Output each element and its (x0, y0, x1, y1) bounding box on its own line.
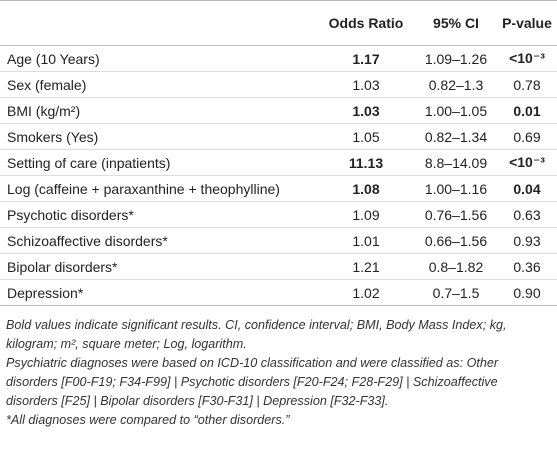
row-label: BMI (kg/m²) (0, 97, 317, 124)
cell: 1.00–1.05 (415, 97, 497, 124)
table-row: Psychotic disorders* 1.09 0.76–1.56 0.63 (0, 201, 557, 228)
cell: 0.76–1.56 (415, 201, 497, 228)
results-table: Odds Ratio 95% CI P-value Age (10 Years) 1.… (0, 0, 557, 306)
cell: 1.00–1.16 (415, 175, 497, 202)
row-label: Bipolar disorders* (0, 253, 317, 280)
cell: 1.02 (317, 279, 415, 306)
cell: 1.21 (317, 253, 415, 280)
cell: 1.01 (317, 227, 415, 254)
cell: 1.03 (317, 97, 415, 124)
row-label: Age (10 Years) (0, 45, 317, 72)
cell: 0.8–1.82 (415, 253, 497, 280)
column-header: 95% CI (415, 0, 497, 46)
table-row: Log (caffeine + paraxanthine + theophyll… (0, 175, 557, 202)
cell: 0.82–1.3 (415, 71, 497, 98)
table-row: Sex (female) 1.03 0.82–1.3 0.78 (0, 71, 557, 98)
footnote: Bold values indicate significant results… (6, 318, 507, 351)
table-body: Age (10 Years) 1.17 1.09–1.26 <10⁻³ Sex (fem… (0, 45, 557, 306)
row-label: Setting of care (inpatients) (0, 149, 317, 176)
column-header (0, 0, 317, 46)
row-label: Sex (female) (0, 71, 317, 98)
table-row: BMI (kg/m²) 1.03 1.00–1.05 0.01 (0, 97, 557, 124)
cell: 1.03 (317, 71, 415, 98)
cell: 0.69 (497, 123, 557, 150)
cell: 0.7–1.5 (415, 279, 497, 306)
cell: 11.13 (317, 149, 415, 176)
cell: 0.36 (497, 253, 557, 280)
cell: 0.93 (497, 227, 557, 254)
cell: <10⁻³ (497, 149, 557, 176)
table-row: Smokers (Yes) 1.05 0.82–1.34 0.69 (0, 123, 557, 150)
cell: 1.08 (317, 175, 415, 202)
table-row: Depression* 1.02 0.7–1.5 0.90 (0, 279, 557, 306)
table-row: Schizoaffective disorders* 1.01 0.66–1.56 0… (0, 227, 557, 254)
table-row: Setting of care (inpatients) 11.13 8.8–14.… (0, 149, 557, 176)
cell: 0.66–1.56 (415, 227, 497, 254)
cell: 0.04 (497, 175, 557, 202)
footnotes: Bold values indicate significant results… (0, 306, 557, 430)
column-header: P-value (497, 0, 557, 46)
cell: 1.05 (317, 123, 415, 150)
cell: 0.90 (497, 279, 557, 306)
row-label: Smokers (Yes) (0, 123, 317, 150)
table-row: Bipolar disorders* 1.21 0.8–1.82 0.36 (0, 253, 557, 280)
cell: 1.09–1.26 (415, 45, 497, 72)
cell: 1.17 (317, 45, 415, 72)
footnote: *All diagnoses were compared to “other d… (6, 413, 290, 427)
row-label: Depression* (0, 279, 317, 306)
table-row: Age (10 Years) 1.17 1.09–1.26 <10⁻³ (0, 45, 557, 72)
column-header: Odds Ratio (317, 0, 415, 46)
cell: 0.78 (497, 71, 557, 98)
footnote: Psychiatric diagnoses were based on ICD-… (6, 356, 499, 408)
cell: 1.09 (317, 201, 415, 228)
cell: 0.63 (497, 201, 557, 228)
row-label: Psychotic disorders* (0, 201, 317, 228)
header-row: Odds Ratio 95% CI P-value (0, 0, 557, 46)
cell: 0.82–1.34 (415, 123, 497, 150)
cell: 8.8–14.09 (415, 149, 497, 176)
cell: <10⁻³ (497, 45, 557, 72)
row-label: Log (caffeine + paraxanthine + theophyll… (0, 175, 317, 202)
row-label: Schizoaffective disorders* (0, 227, 317, 254)
cell: 0.01 (497, 97, 557, 124)
